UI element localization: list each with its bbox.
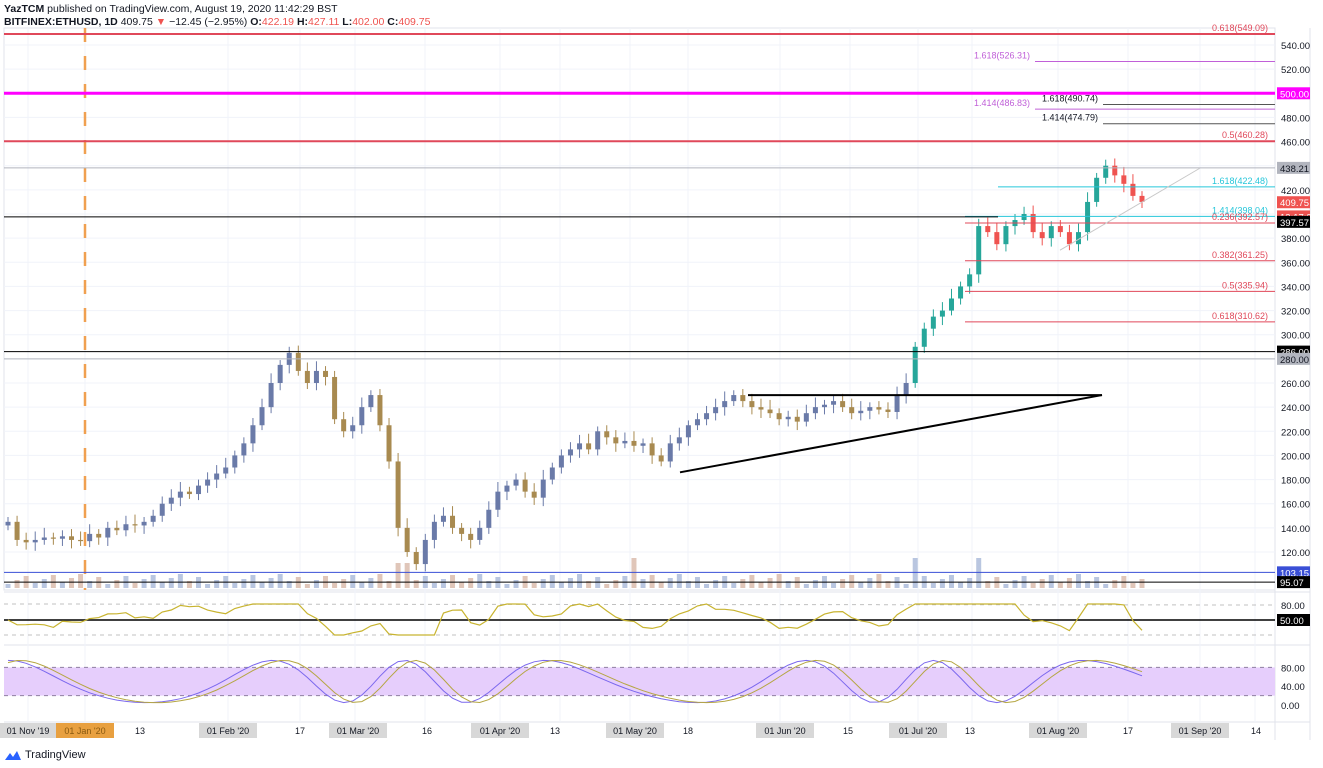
y-tick-label: 160.00 bbox=[1281, 500, 1310, 511]
svg-text:0.00: 0.00 bbox=[1281, 701, 1300, 712]
x-tick-label: 15 bbox=[843, 726, 853, 736]
y-tick-label: 220.00 bbox=[1281, 427, 1310, 438]
y-tick-label: 540.00 bbox=[1281, 41, 1310, 52]
fib-label: 0.618(549.09) bbox=[1212, 23, 1268, 33]
open-label: O: bbox=[250, 16, 262, 28]
time-axis[interactable]: 01 Nov '19 01 Jan '20 13 01 Feb '20 17 01 Mar… bbox=[0, 723, 1261, 738]
fib-label: 0.5(335.94) bbox=[1222, 280, 1268, 290]
horizontal-levels: 0.618(549.09) 1.618(526.31) 1.618(490.74) 1… bbox=[4, 23, 1275, 583]
x-tick-label: 17 bbox=[295, 726, 305, 736]
y-tick-label: 360.00 bbox=[1281, 258, 1310, 269]
price-change: −12.45 (−2.95%) bbox=[169, 16, 248, 28]
y-tick-label: 420.00 bbox=[1281, 186, 1310, 197]
x-tick-label: 13 bbox=[550, 726, 560, 736]
fib-label: 1.618(490.74) bbox=[1042, 93, 1098, 103]
y-tick-label: 260.00 bbox=[1281, 379, 1310, 390]
fib-label: 0.5(460.28) bbox=[1222, 130, 1268, 140]
x-tick-label: 14 bbox=[1251, 726, 1261, 736]
x-tick-label: 01 Apr '20 bbox=[480, 726, 520, 736]
svg-text:50.00: 50.00 bbox=[1280, 616, 1304, 627]
x-tick-label: 01 Feb '20 bbox=[207, 726, 249, 736]
candlesticks bbox=[5, 158, 1145, 572]
x-tick-label: 01 Jul '20 bbox=[899, 726, 937, 736]
y-tick-label: 520.00 bbox=[1281, 65, 1310, 76]
publish-info: YazTCM published on TradingView.com, Aug… bbox=[4, 3, 338, 15]
y-tick-label: 180.00 bbox=[1281, 476, 1310, 487]
down-arrow-icon: ▼ bbox=[155, 16, 167, 28]
fib-label: 0.382(361.25) bbox=[1212, 250, 1268, 260]
svg-text:40.00: 40.00 bbox=[1281, 682, 1305, 693]
high-label: H: bbox=[296, 16, 309, 28]
x-tick-label: 01 Mar '20 bbox=[337, 726, 379, 736]
close-value: 409.75 bbox=[398, 16, 431, 28]
y-tick-label: 120.00 bbox=[1281, 548, 1310, 559]
triangle-support[interactable] bbox=[679, 394, 1103, 474]
symbol: BITFINEX:ETHUSD, 1D bbox=[4, 16, 118, 28]
tradingview-cloud-icon bbox=[5, 750, 21, 760]
y-tick-label: 480.00 bbox=[1281, 113, 1310, 124]
x-tick-label: 13 bbox=[965, 726, 975, 736]
x-tick-label: 01 May '20 bbox=[613, 726, 657, 736]
x-tick-label: 01 Jun '20 bbox=[764, 726, 805, 736]
svg-text:103.15: 103.15 bbox=[1280, 568, 1309, 579]
fib-label: 1.414(486.83) bbox=[974, 98, 1030, 108]
publisher-name: YazTCM bbox=[4, 3, 45, 15]
price-labels: 500.00438.21409.7513:17:32397.57286.0028… bbox=[1277, 87, 1317, 589]
fib-label: 1.414(474.79) bbox=[1042, 113, 1098, 123]
svg-text:438.21: 438.21 bbox=[1280, 164, 1309, 175]
open-value: 422.19 bbox=[261, 16, 295, 28]
fib-label: 0.236(392.57) bbox=[1212, 212, 1268, 222]
brand-text: TradingView bbox=[25, 749, 86, 761]
y-tick-label: 240.00 bbox=[1281, 403, 1310, 414]
svg-text:80.00: 80.00 bbox=[1281, 601, 1305, 612]
fib-label: 1.618(422.48) bbox=[1212, 176, 1268, 186]
y-tick-label: 340.00 bbox=[1281, 282, 1310, 293]
y-tick-label: 460.00 bbox=[1281, 138, 1310, 149]
volume-bars bbox=[5, 558, 1145, 588]
high-value: 427.11 bbox=[308, 16, 340, 28]
y-tick-label: 380.00 bbox=[1281, 234, 1310, 245]
svg-text:95.07: 95.07 bbox=[1280, 578, 1304, 589]
x-tick-label: 13 bbox=[135, 726, 145, 736]
x-tick-label: 01 Aug '20 bbox=[1037, 726, 1079, 736]
price-axis[interactable]: 120.00 140.00 160.00 180.00 200.00 220.00 240.… bbox=[1281, 41, 1310, 559]
trendline-grey[interactable] bbox=[1059, 167, 1201, 251]
svg-text:397.57: 397.57 bbox=[1280, 218, 1309, 229]
y-tick-label: 200.00 bbox=[1281, 451, 1310, 462]
y-tick-label: 320.00 bbox=[1281, 307, 1310, 318]
low-label: L: bbox=[342, 16, 353, 28]
y-tick-label: 140.00 bbox=[1281, 524, 1310, 535]
x-tick-label: 01 Nov '19 bbox=[7, 726, 50, 736]
x-tick-label: 01 Sep '20 bbox=[1179, 726, 1222, 736]
close-label: C: bbox=[387, 16, 399, 28]
svg-text:80.00: 80.00 bbox=[1281, 663, 1305, 674]
y-tick-label: 300.00 bbox=[1281, 331, 1310, 342]
symbol-legend: BITFINEX:ETHUSD, 1D 409.75 ▼ −12.45 (−2.… bbox=[4, 16, 430, 28]
svg-text:500.00: 500.00 bbox=[1280, 89, 1309, 100]
last-price: 409.75 bbox=[120, 16, 153, 28]
x-tick-label: 01 Jan '20 bbox=[64, 726, 105, 736]
publish-details: published on TradingView.com, August 19,… bbox=[44, 3, 338, 15]
stoch-rsi-pane[interactable]: 80.00 40.00 0.00 bbox=[4, 659, 1305, 712]
x-tick-label: 16 bbox=[422, 726, 432, 736]
svg-text:409.75: 409.75 bbox=[1280, 198, 1309, 209]
fib-label: 1.414(398.04) bbox=[1212, 205, 1268, 215]
fib-label: 1.618(526.31) bbox=[974, 51, 1030, 61]
low-value: 402.00 bbox=[352, 16, 385, 28]
x-tick-label: 18 bbox=[683, 726, 693, 736]
svg-text:280.00: 280.00 bbox=[1280, 355, 1309, 366]
x-tick-label: 17 bbox=[1123, 726, 1133, 736]
rsi-pane[interactable]: 80.00 50.00 bbox=[3, 601, 1310, 636]
tradingview-logo[interactable]: TradingView bbox=[4, 749, 86, 761]
fib-label: 0.618(310.62) bbox=[1212, 311, 1268, 321]
